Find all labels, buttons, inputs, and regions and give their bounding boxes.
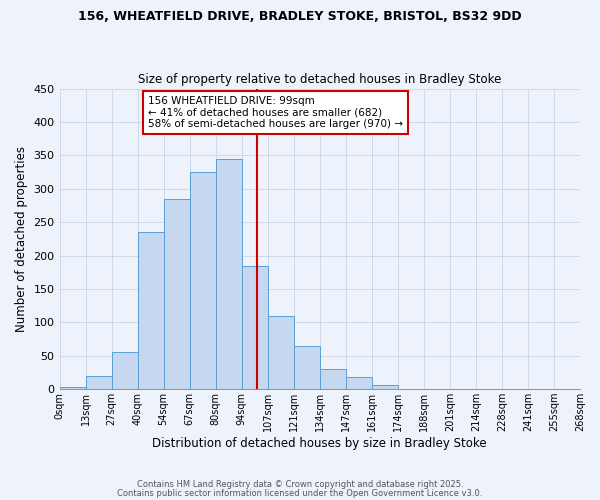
Bar (320, 369, 346, 389)
Title: Size of property relative to detached houses in Bradley Stoke: Size of property relative to detached ho… (138, 73, 502, 86)
Bar (372, 385, 398, 389)
Bar (242, 266, 268, 389)
Bar (86, 376, 112, 389)
Bar (190, 172, 215, 389)
Bar (164, 199, 190, 389)
Text: 156 WHEATFIELD DRIVE: 99sqm
← 41% of detached houses are smaller (682)
58% of se: 156 WHEATFIELD DRIVE: 99sqm ← 41% of det… (148, 96, 403, 130)
Bar (59, 387, 86, 389)
Bar (215, 158, 242, 389)
X-axis label: Distribution of detached houses by size in Bradley Stoke: Distribution of detached houses by size … (152, 437, 487, 450)
Text: 156, WHEATFIELD DRIVE, BRADLEY STOKE, BRISTOL, BS32 9DD: 156, WHEATFIELD DRIVE, BRADLEY STOKE, BR… (78, 10, 522, 23)
Bar (294, 346, 320, 389)
Text: Contains public sector information licensed under the Open Government Licence v3: Contains public sector information licen… (118, 489, 482, 498)
Y-axis label: Number of detached properties: Number of detached properties (15, 146, 28, 332)
Bar (268, 316, 294, 389)
Bar (112, 352, 137, 389)
Text: Contains HM Land Registry data © Crown copyright and database right 2025.: Contains HM Land Registry data © Crown c… (137, 480, 463, 489)
Bar (137, 232, 164, 389)
Bar (346, 377, 372, 389)
